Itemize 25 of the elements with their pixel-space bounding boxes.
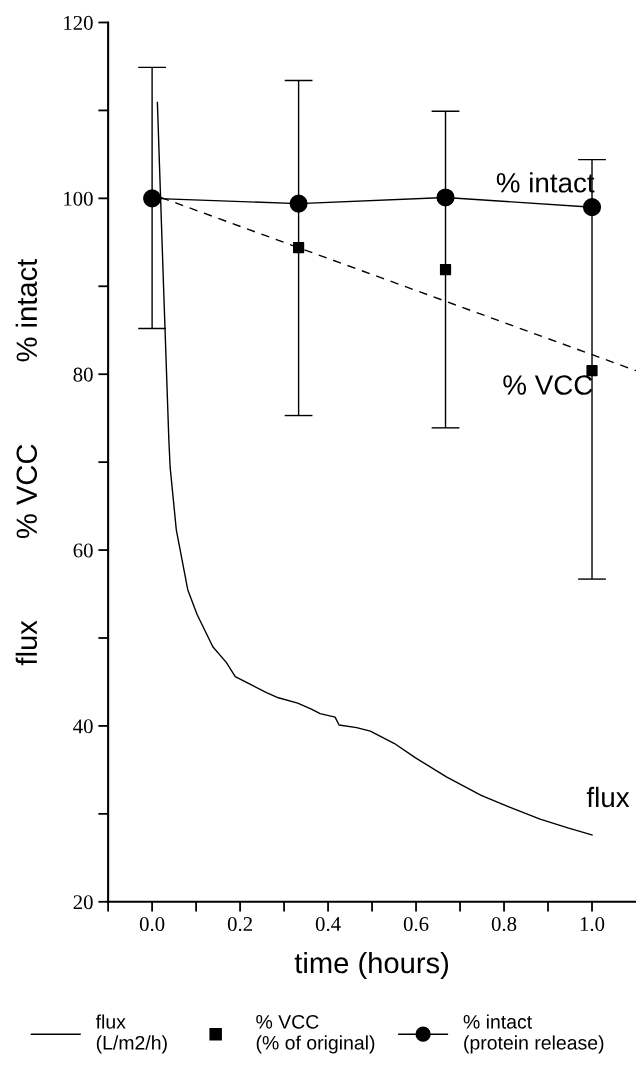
legend-label: % VCC (% of original) (256, 1014, 375, 1054)
point (143, 189, 162, 208)
x-axis-title: time (hours) (294, 951, 449, 980)
y-tick-label: 80 (73, 367, 93, 382)
y-tick-label: 100 (64, 191, 93, 206)
y-tick-label: 40 (73, 719, 93, 734)
point (289, 194, 308, 213)
x-tick-label: 0.4 (315, 916, 341, 932)
y-tick-label: 120 (64, 15, 93, 30)
legend-label: % intact (protein release) (463, 1014, 604, 1054)
x-tick-label: 0.2 (227, 916, 252, 932)
point (439, 263, 452, 276)
y-axis-title: flux % VCC % intact (15, 258, 38, 666)
x-tick-label: 0.0 (139, 916, 165, 932)
x-tick-label: 1.0 (580, 916, 605, 932)
point (586, 365, 598, 377)
legend-label: flux (L/m2/h) (95, 1014, 167, 1054)
y-tick-label: 60 (73, 543, 93, 558)
x-tick-label: 0.8 (491, 916, 517, 932)
y-tick-label: 20 (73, 895, 93, 910)
point (292, 241, 305, 254)
point (582, 198, 602, 217)
annotation: flux (586, 786, 630, 808)
point (436, 188, 455, 207)
x-tick-label: 0.6 (403, 916, 429, 932)
